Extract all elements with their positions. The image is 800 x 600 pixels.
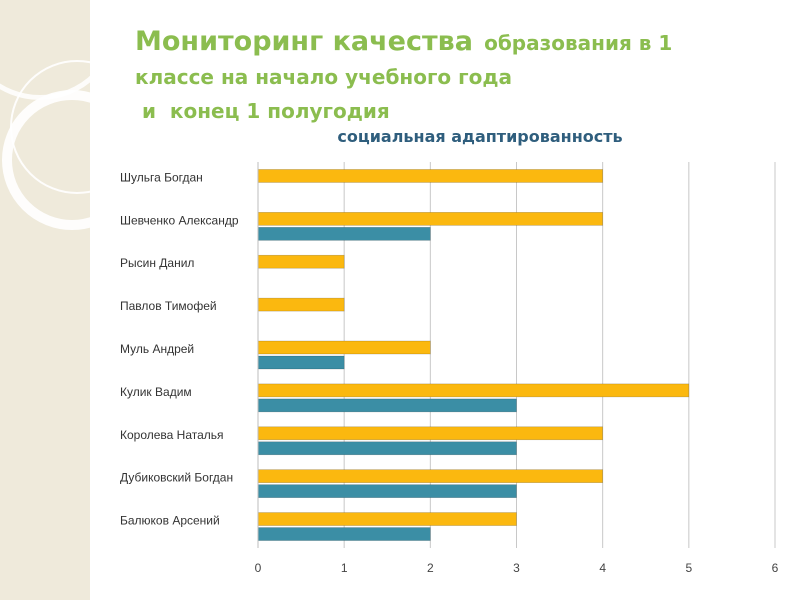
category-label: Кулик Вадим — [120, 385, 192, 399]
x-tick-label: 4 — [599, 561, 606, 575]
bar-series-2 — [257, 355, 345, 370]
bar-series-2 — [257, 527, 431, 541]
category-label: Муль Андрей — [120, 342, 194, 356]
bar-series-1 — [257, 469, 603, 483]
decorative-side-panel — [0, 0, 144, 600]
x-tick-label: 1 — [341, 561, 348, 575]
x-tick-label: 0 — [255, 561, 262, 575]
decorative-ring — [2, 90, 142, 230]
title-line-2: классе на начало учебного года — [135, 65, 512, 89]
bar-series-1 — [257, 340, 431, 355]
category-label: Королева Наталья — [120, 428, 224, 442]
x-tick-label: 5 — [685, 561, 692, 575]
bar-series-1 — [257, 212, 603, 226]
category-label: Павлов Тимофей — [120, 299, 217, 313]
category-label: Шульга Богдан — [120, 170, 203, 184]
bar-series-1 — [257, 512, 517, 526]
category-label: Шевченко Александр — [120, 213, 239, 227]
title-line-1: Мониторинг качества образования в 1 — [135, 22, 785, 60]
slide-title: Мониторинг качества образования в 1 клас… — [135, 22, 785, 128]
bar-series-1 — [257, 297, 345, 312]
bar-series-2 — [257, 484, 517, 498]
bar-series-1 — [257, 426, 603, 441]
bar-series-1 — [257, 254, 345, 269]
x-tick-label: 6 — [772, 561, 779, 575]
bar-series-2 — [257, 441, 517, 456]
bar-series-2 — [257, 398, 517, 413]
x-tick-label: 3 — [513, 561, 520, 575]
title-line-1-rest: образования в 1 — [484, 31, 673, 55]
bar-series-1 — [257, 169, 603, 183]
bar-series-2 — [257, 227, 431, 241]
chart-title: социальная адаптированность — [337, 127, 623, 146]
x-tick-label: 2 — [427, 561, 434, 575]
title-line-3: и конец 1 полугодия — [135, 99, 390, 123]
bar-series-1 — [257, 383, 690, 398]
category-label: Балюков Арсений — [120, 514, 220, 528]
category-label: Рысин Данил — [120, 256, 194, 270]
category-label: Дубиковский Богдан — [120, 471, 233, 485]
title-line-1-main: Мониторинг качества — [135, 26, 473, 57]
